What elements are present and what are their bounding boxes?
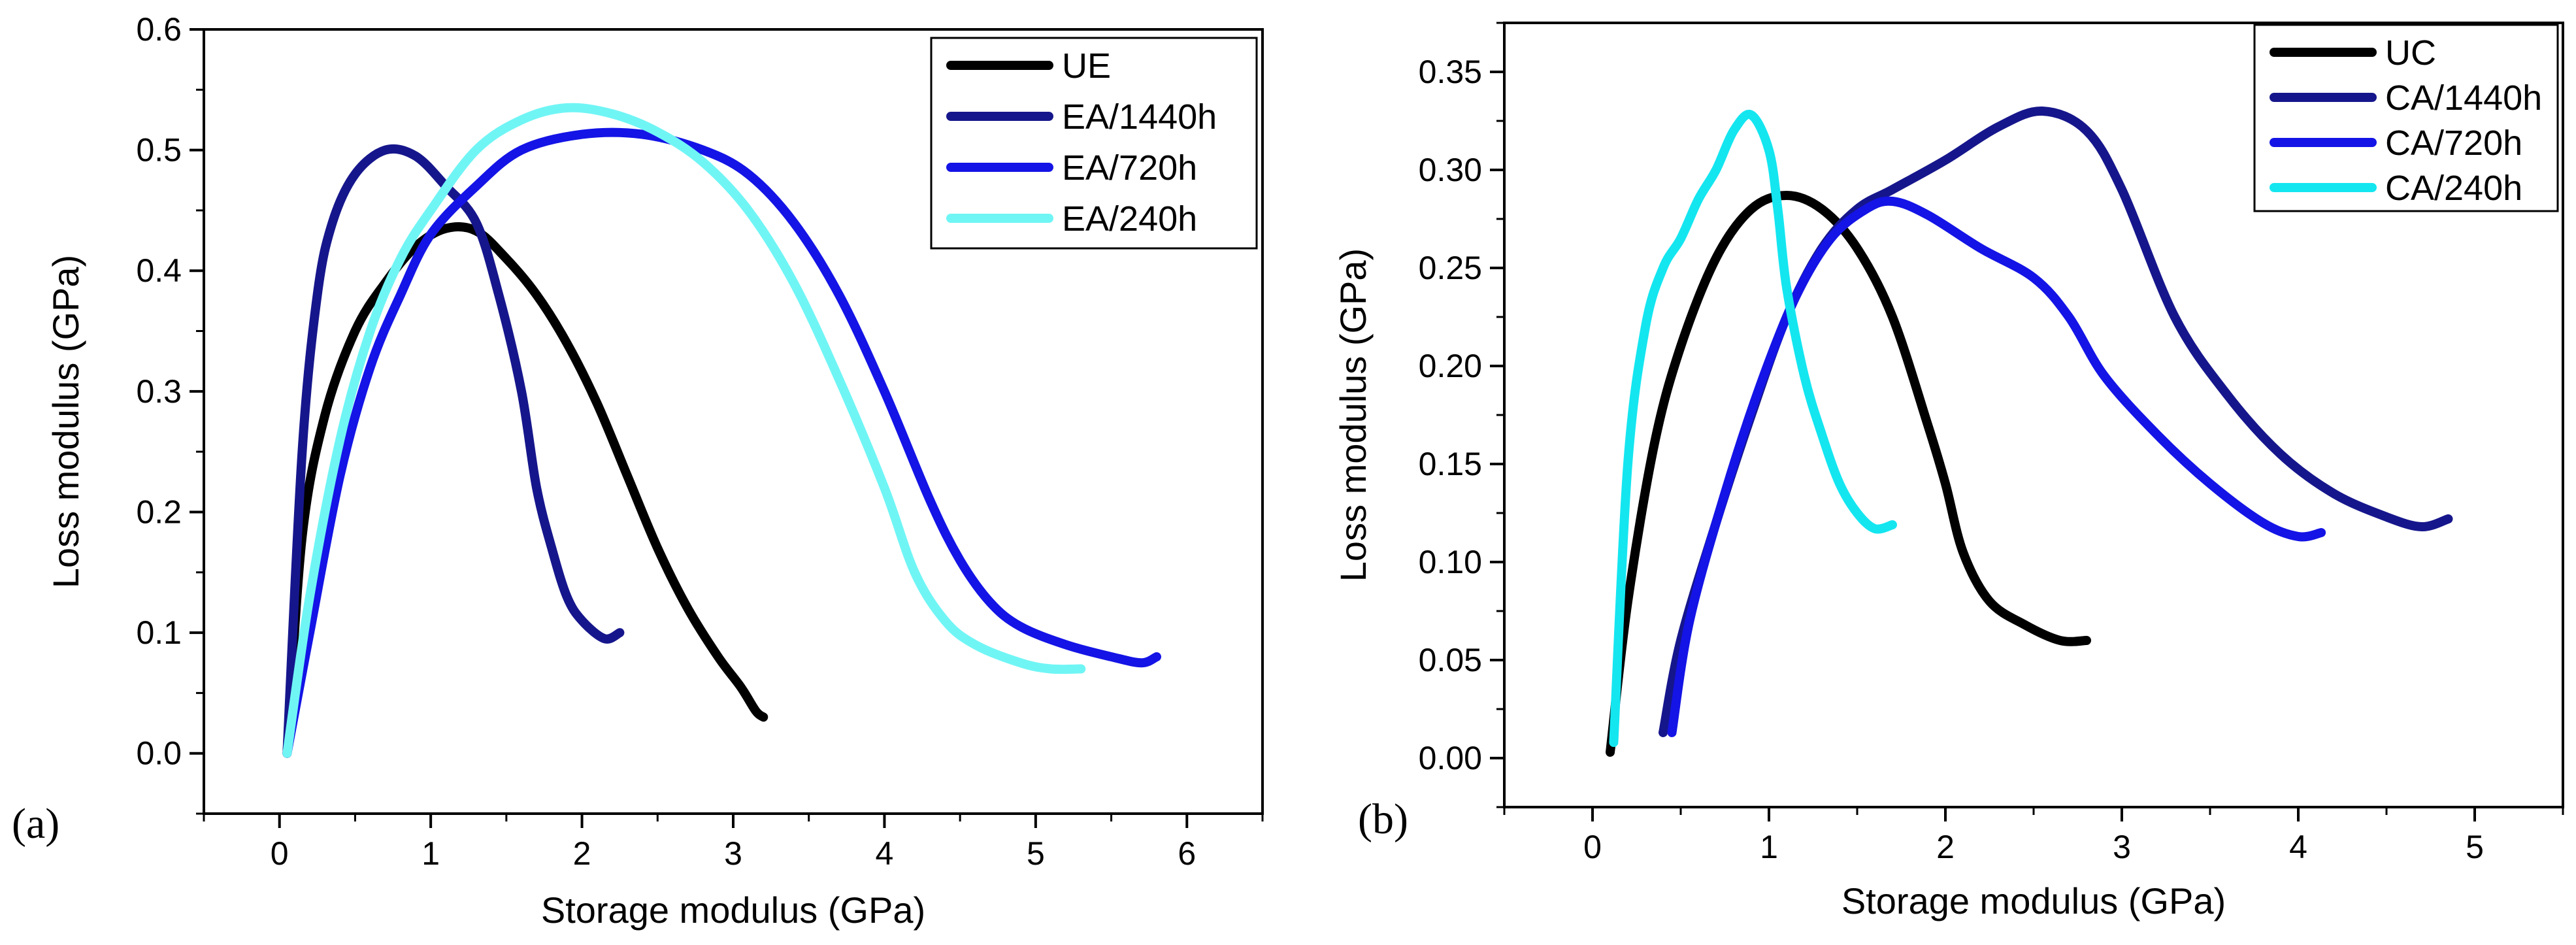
panel-label-a: (a) [12, 800, 59, 848]
x-tick-label-b: 3 [2113, 829, 2131, 865]
panel-a: 0 1 2 3 4 5 6 0.0 0.1 0.2 0.3 0.4 0.5 0.6 Storage mod… [12, 11, 1264, 931]
x-tick-label-a: 6 [1178, 835, 1196, 872]
y-tick-label-a: 0.0 [136, 735, 182, 772]
legend-label-ea-1440h: EA/1440h [1062, 97, 1217, 137]
y-tick-label-b: 0.00 [1419, 740, 1482, 776]
y-axis-label-b: Loss modulus (GPa) [1332, 248, 1374, 582]
series-a [282, 103, 1161, 758]
y-tick-label-b: 0.35 [1419, 54, 1482, 90]
y-tick-label-b: 0.15 [1419, 446, 1482, 482]
x-tick-label-a: 4 [876, 835, 894, 872]
legend-b: UC CA/1440h CA/720h CA/240h [2253, 24, 2559, 212]
x-axis-label-a: Storage modulus (GPa) [541, 889, 925, 931]
axes-a: 0 1 2 3 4 5 6 0.0 0.1 0.2 0.3 0.4 0.5 0.6 [136, 11, 1264, 872]
series-line-ue [282, 222, 768, 758]
x-tick-label-a: 3 [724, 835, 742, 872]
y-tick-label-b: 0.25 [1419, 250, 1482, 286]
y-tick-label-a: 0.4 [136, 252, 182, 289]
y-tick-label-a: 0.1 [136, 614, 182, 651]
x-tick-label-a: 5 [1027, 835, 1045, 872]
x-tick-label-b: 4 [2289, 829, 2307, 865]
legend-label-ca-240h: CA/240h [2385, 169, 2522, 208]
legend-label-ea-240h: EA/240h [1062, 199, 1197, 239]
legend-a: UE EA/1440h EA/720h EA/240h [930, 37, 1258, 250]
legend-label-uc: UC [2385, 33, 2436, 73]
y-tick-label-a: 0.3 [136, 373, 182, 410]
y-tick-label-a: 0.6 [136, 11, 182, 48]
x-tick-label-b: 2 [1936, 829, 1955, 865]
y-axis-label-a: Loss modulus (GPa) [45, 255, 86, 588]
y-tick-label-b: 0.30 [1419, 152, 1482, 188]
legend-label-ca-1440h: CA/1440h [2385, 78, 2542, 118]
series-line-ca-240h [1609, 110, 1897, 747]
y-tick-label-b: 0.05 [1419, 642, 1482, 678]
x-axis-label-b: Storage modulus (GPa) [1841, 880, 2226, 921]
x-tick-label-a: 0 [271, 835, 289, 872]
x-tick-label-a: 1 [421, 835, 440, 872]
series-line-ea-240h [282, 103, 1086, 758]
panel-b: 0 1 2 3 4 5 0.00 0.05 0.10 0.15 0.20 0.25 0.30 0.35 S… [1332, 22, 2564, 921]
y-tick-label-b: 0.10 [1419, 544, 1482, 580]
legend-label-ca-720h: CA/720h [2385, 124, 2522, 163]
series-line-ea-720h [282, 127, 1161, 758]
series-b [1606, 106, 2453, 757]
x-tick-label-a: 2 [573, 835, 591, 872]
legend-label-ue: UE [1062, 46, 1111, 86]
axes-b: 0 1 2 3 4 5 0.00 0.05 0.10 0.15 0.20 0.25 0.30 0.35 [1419, 22, 2564, 865]
y-tick-label-a: 0.5 [136, 132, 182, 169]
panel-label-b: (b) [1358, 795, 1408, 843]
y-tick-label-a: 0.2 [136, 493, 182, 530]
legend-box-a [930, 37, 1258, 250]
x-tick-label-b: 0 [1583, 829, 1602, 865]
x-tick-label-b: 1 [1760, 829, 1778, 865]
y-tick-label-b: 0.20 [1419, 348, 1482, 384]
legend-label-ea-720h: EA/720h [1062, 148, 1197, 188]
series-line-ca-720h [1667, 196, 2326, 737]
x-tick-label-b: 5 [2466, 829, 2484, 865]
